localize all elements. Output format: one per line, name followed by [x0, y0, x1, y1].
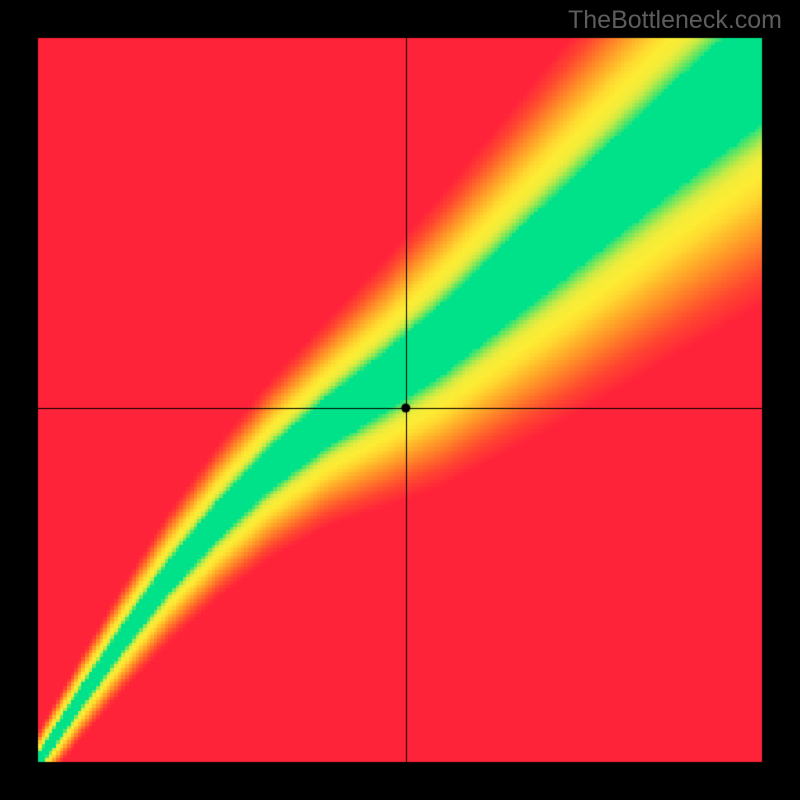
chart-container: TheBottleneck.com	[0, 0, 800, 800]
bottleneck-heatmap	[0, 0, 800, 800]
watermark-text: TheBottleneck.com	[568, 6, 782, 35]
